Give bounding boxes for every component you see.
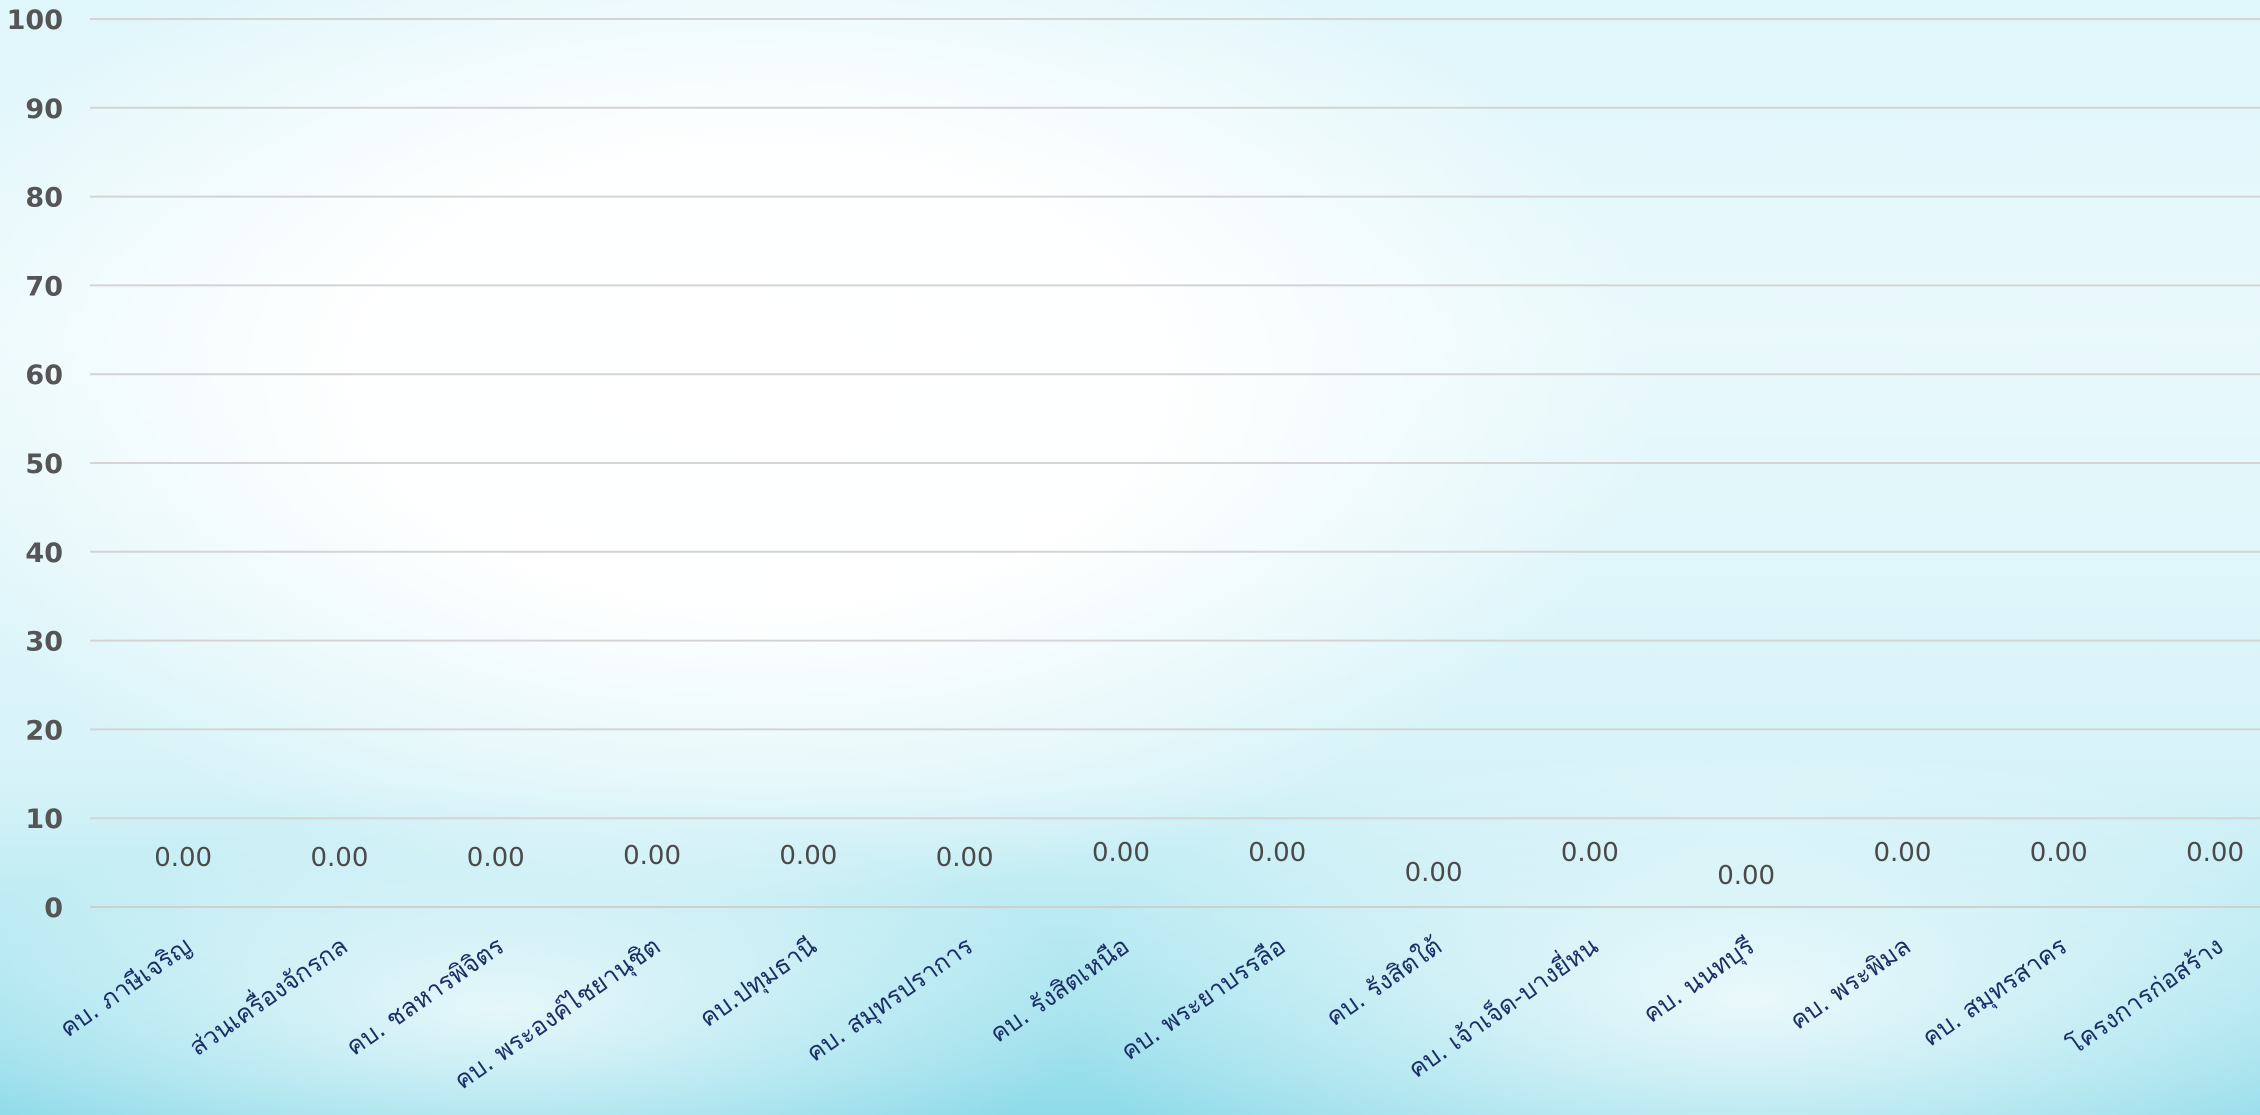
x-tick-label: คบ. พระพิมล bbox=[1784, 931, 1915, 1035]
data-label: 0.00 bbox=[467, 843, 525, 873]
x-tick-label: คบ. สมุทรสาคร bbox=[1917, 931, 2073, 1053]
data-label: 0.00 bbox=[2186, 838, 2244, 868]
y-tick-label: 30 bbox=[25, 627, 63, 658]
data-label: 0.00 bbox=[154, 843, 212, 873]
x-tick-label: คบ.ปทุมธานี bbox=[694, 931, 822, 1033]
x-tick-label: คบ. ชลหารพิจิตร bbox=[341, 931, 510, 1061]
x-tick-label: โครงการก่อสร้าง bbox=[2062, 931, 2229, 1060]
data-label: 0.00 bbox=[1092, 838, 1150, 868]
y-tick-label: 50 bbox=[25, 449, 63, 480]
data-labels: 0.00 0.00 0.00 0.00 0.00 0.00 0.00 0.00 0.00 0.00… bbox=[154, 838, 2244, 891]
y-tick-label: 10 bbox=[25, 804, 63, 835]
x-tick-label: คบ. รังสิตใต้ bbox=[1321, 931, 1447, 1032]
x-tick-label: คบ. ภาษีเจริญ bbox=[54, 931, 196, 1043]
data-label: 0.00 bbox=[936, 843, 994, 873]
y-tick-label: 80 bbox=[25, 183, 63, 214]
y-tick-label: 60 bbox=[25, 360, 63, 391]
y-tick-label: 0 bbox=[44, 893, 63, 924]
data-label: 0.00 bbox=[1561, 838, 1619, 868]
y-axis-ticks: 0 10 20 30 40 50 60 70 80 90 100 bbox=[7, 5, 63, 924]
x-tick-label: ส่วนเครื่องจักรกล bbox=[182, 929, 353, 1062]
x-tick-label: คบ. สมุทรปราการ bbox=[801, 931, 979, 1068]
data-label: 0.00 bbox=[779, 841, 837, 871]
y-tick-label: 40 bbox=[25, 538, 63, 569]
data-label: 0.00 bbox=[1248, 838, 1306, 868]
y-tick-label: 100 bbox=[7, 5, 63, 36]
x-tick-label: คบ. นนทบุรี bbox=[1638, 931, 1760, 1029]
data-label: 0.00 bbox=[1874, 838, 1932, 868]
y-tick-label: 90 bbox=[25, 94, 63, 125]
y-tick-label: 70 bbox=[25, 271, 63, 302]
data-label: 0.00 bbox=[2030, 838, 2088, 868]
grid-layer bbox=[90, 18, 2260, 908]
data-label: 0.00 bbox=[311, 843, 369, 873]
y-tick-label: 20 bbox=[25, 715, 63, 746]
data-label: 0.00 bbox=[1405, 858, 1463, 888]
x-tick-label: คบ. พระยาบรรลือ bbox=[1115, 931, 1290, 1066]
data-label: 0.00 bbox=[1717, 861, 1775, 891]
x-tick-label: คบ. รังสิตเหนือ bbox=[984, 931, 1134, 1048]
data-label: 0.00 bbox=[623, 841, 681, 871]
